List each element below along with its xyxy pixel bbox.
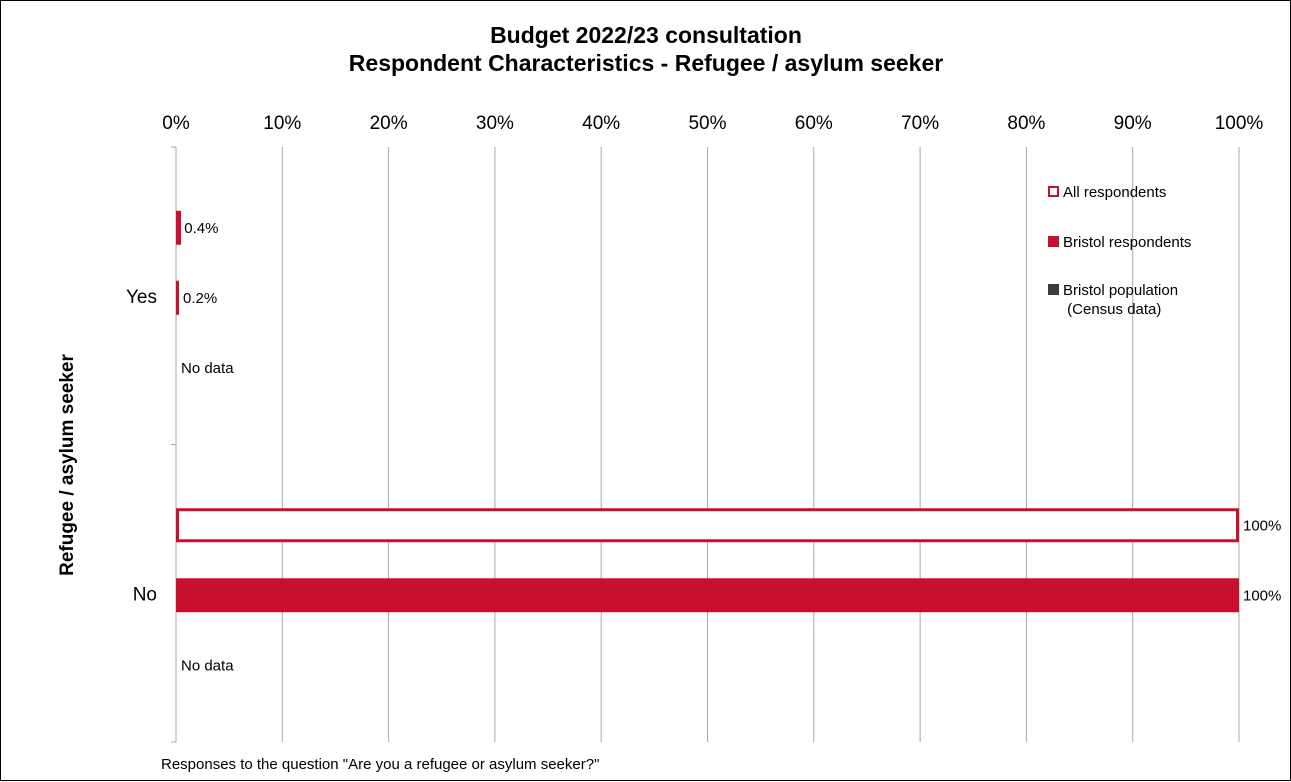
data-label: 0.4%: [184, 220, 218, 237]
x-tick-label: 30%: [476, 113, 514, 134]
data-label: 100%: [1243, 587, 1281, 604]
x-tick-label: 70%: [901, 113, 939, 134]
bar: [176, 578, 1239, 613]
x-tick-label: 90%: [1114, 113, 1152, 134]
legend-label: All respondents: [1063, 184, 1166, 201]
data-label: No data: [181, 360, 234, 377]
y-axis-label: Refugee / asylum seeker: [57, 354, 78, 576]
category-labels: Yes No: [126, 287, 157, 606]
bar: [176, 210, 181, 245]
x-tick-label: 20%: [370, 113, 408, 134]
category-label: No: [133, 584, 157, 605]
x-tick-label: 80%: [1007, 113, 1045, 134]
bar: [176, 280, 179, 315]
legend-label: Bristol population (Census data): [1063, 282, 1178, 318]
category-label: Yes: [126, 287, 157, 308]
bar: [176, 508, 1239, 543]
x-tick-label: 60%: [795, 113, 833, 134]
data-label: 100%: [1243, 517, 1281, 534]
legend-swatch: [1048, 284, 1059, 295]
legend-swatch: [1048, 186, 1059, 197]
x-tick-label: 0%: [162, 113, 190, 134]
chart-subtitle: Respondent Characteristics - Refugee / a…: [349, 50, 943, 76]
data-label: 0.2%: [183, 290, 217, 307]
x-tick-labels: 0% 10% 20% 30% 40% 50% 60% 70% 80% 90% 100%: [162, 113, 1263, 134]
x-axis-label: Responses to the question "Are you a ref…: [161, 756, 599, 773]
legend: All respondents Bristol respondents Bristo…: [1048, 184, 1191, 318]
x-tick-label: 50%: [688, 113, 726, 134]
x-tick-label: 40%: [582, 113, 620, 134]
grid: [171, 146, 1240, 743]
chart-title: Budget 2022/23 consultation: [490, 22, 802, 48]
x-tick-label: 100%: [1215, 113, 1264, 134]
x-tick-label: 10%: [263, 113, 301, 134]
legend-swatch: [1048, 236, 1059, 247]
bars: [176, 210, 1239, 613]
data-labels: 0.4% 0.2% No data 100% 100% No data: [181, 220, 1281, 675]
data-label: No data: [181, 657, 234, 674]
legend-label: Bristol respondents: [1063, 234, 1191, 251]
